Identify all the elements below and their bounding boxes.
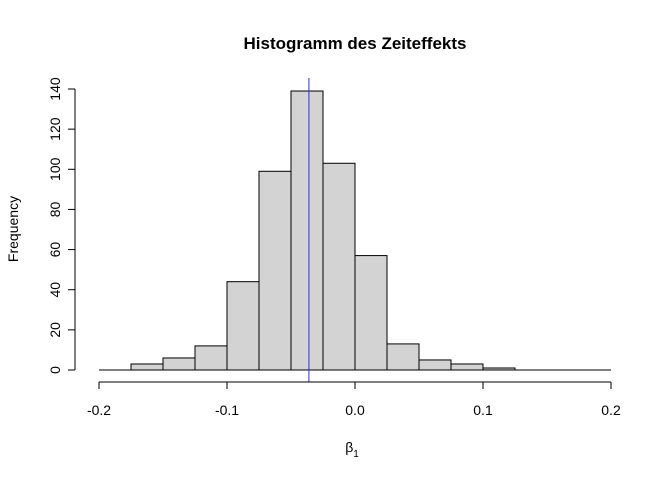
histogram-bar: [418, 359, 452, 371]
x-axis-label: β1: [345, 439, 359, 460]
histogram-bar: [450, 363, 484, 371]
y-tick-label: 40: [47, 282, 63, 298]
y-tick-label: 80: [47, 201, 63, 217]
histogram-bars: [99, 90, 611, 371]
x-axis-label-subscript: 1: [353, 449, 359, 460]
y-tick-label: 100: [47, 157, 63, 181]
x-tick-label: 0.2: [601, 402, 621, 418]
x-tick-label: 0.1: [473, 402, 493, 418]
histogram-bar: [386, 343, 420, 371]
x-tick-label: -0.1: [215, 402, 239, 418]
y-axis-label: Frequency: [5, 196, 21, 262]
histogram-bar: [162, 357, 196, 371]
histogram-bar: [290, 90, 324, 371]
x-tick-label: 0.0: [345, 402, 365, 418]
x-axis-label-base: β: [345, 439, 353, 455]
histogram-bar: [322, 162, 356, 371]
y-tick-label: 20: [47, 322, 63, 338]
histogram-bar: [482, 367, 516, 371]
y-tick-label: 120: [47, 117, 63, 141]
y-tick-label: 0: [47, 366, 63, 374]
histogram-bar: [258, 170, 292, 371]
x-tick-label: -0.2: [87, 402, 111, 418]
y-tick-label: 140: [47, 77, 63, 101]
histogram-bar: [194, 345, 228, 371]
y-tick-label: 60: [47, 242, 63, 258]
histogram-bar: [354, 255, 388, 371]
histogram-bar: [130, 363, 164, 371]
y-axis: 0 20 40 60 80 100 120 140: [47, 77, 76, 374]
chart-title: Histogramm des Zeiteffekts: [244, 34, 467, 53]
histogram-bar: [226, 281, 260, 371]
x-axis: -0.2 -0.1 0.0 0.1 0.2: [87, 381, 621, 418]
